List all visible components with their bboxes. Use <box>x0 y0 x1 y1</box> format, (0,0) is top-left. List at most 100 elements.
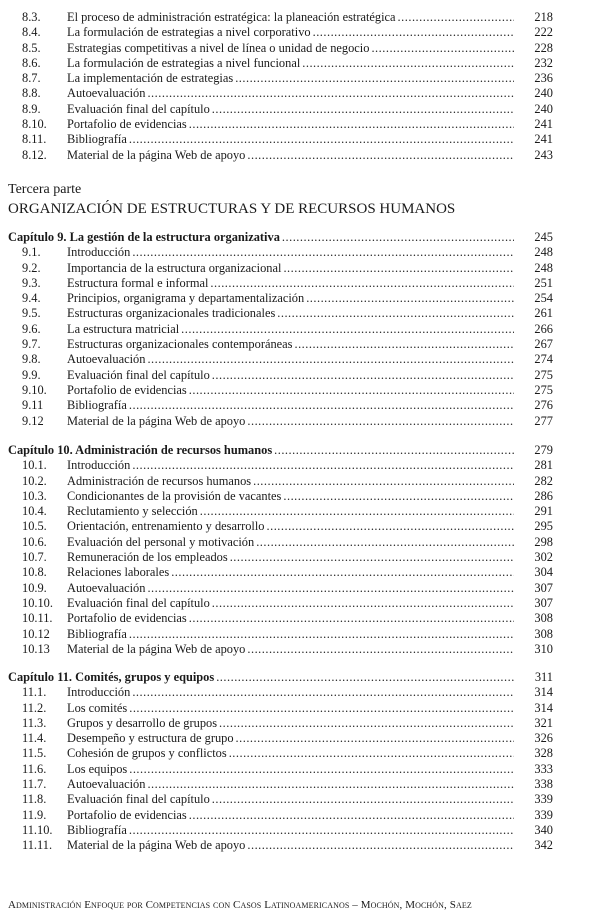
toc-entry[interactable]: 8.11. Bibliografía 241 <box>0 132 600 147</box>
toc-entry[interactable]: 8.7. La implementación de estrategias 236 <box>0 71 600 86</box>
section-title: Condicionantes de la provisión de vacant… <box>67 488 282 503</box>
toc-entry[interactable]: 8.4. La formulación de estrategias a nive… <box>0 25 600 40</box>
dot-leader <box>371 41 514 56</box>
section-title: Bibliografía <box>67 398 127 413</box>
section-title: Los comités <box>67 700 128 715</box>
toc-entry[interactable]: 10.1. Introducción 281 <box>0 458 600 473</box>
chapter-entry[interactable]: Capítulo 11. Comités, grupos y equipos 31… <box>0 670 600 685</box>
toc-entry[interactable]: 9.5. Estructuras organizacionales tradici… <box>0 306 600 321</box>
section-title: La formulación de estrategias a nivel co… <box>67 25 311 40</box>
section-number: 10.7. <box>22 550 47 565</box>
toc-entry[interactable]: 11.9. Portafolio de evidencias 339 <box>0 808 600 823</box>
toc-entry[interactable]: 9.11 Bibliografía 276 <box>0 398 600 413</box>
toc-entry[interactable]: 10.10. Evaluación final del capítulo 307 <box>0 596 600 611</box>
section-number: 11.8. <box>22 792 47 807</box>
toc-entry[interactable]: 8.5. Estrategias competitivas a nivel de … <box>0 41 600 56</box>
dot-leader <box>253 474 514 489</box>
toc-entry[interactable]: 10.9. Autoevaluación 307 <box>0 581 600 596</box>
page-number: 340 <box>534 822 553 837</box>
dot-leader <box>189 117 514 132</box>
toc-entry[interactable]: 9.3. Estructura formal e informal 251 <box>0 276 600 291</box>
toc-entry[interactable]: 10.11. Portafolio de evidencias 308 <box>0 611 600 626</box>
page-number: 275 <box>534 367 553 382</box>
toc-entry[interactable]: 10.4. Reclutamiento y selección 291 <box>0 504 600 519</box>
toc-entry[interactable]: 9.1. Introducción 248 <box>0 245 600 260</box>
toc-entry[interactable]: 9.7. Estructuras organizacionales contemp… <box>0 337 600 352</box>
dot-leader <box>147 86 514 101</box>
section-number: 9.6. <box>22 321 41 336</box>
section-number: 11.2. <box>22 700 47 715</box>
toc-entry[interactable]: 10.13 Material de la página Web de apoyo 3… <box>0 642 600 657</box>
toc-entry[interactable]: 11.4. Desempeño y estructura de grupo 326 <box>0 731 600 746</box>
chapter-entry[interactable]: Capítulo 9. La gestión de la estructura … <box>0 230 600 245</box>
dot-leader <box>129 132 514 147</box>
toc-entry[interactable]: 10.2. Administración de recursos humanos 2… <box>0 474 600 489</box>
toc-entry[interactable]: 11.3. Grupos y desarrollo de grupos 321 <box>0 716 600 731</box>
section-title: Autoevaluación <box>67 86 146 101</box>
section-number: 10.13 <box>22 641 50 656</box>
page-number: 267 <box>534 337 553 352</box>
toc-entry[interactable]: 10.8. Relaciones laborales 304 <box>0 565 600 580</box>
toc-entry[interactable]: 10.6. Evaluación del personal y motivació… <box>0 535 600 550</box>
toc-entry[interactable]: 10.3. Condicionantes de la provisión de v… <box>0 489 600 504</box>
section-number: 9.10. <box>22 382 47 397</box>
page-number: 310 <box>534 641 553 656</box>
toc-entry[interactable]: 11.11. Material de la página Web de apoyo… <box>0 838 600 853</box>
toc-entry[interactable]: 8.10. Portafolio de evidencias 241 <box>0 117 600 132</box>
toc-entry[interactable]: 9.6. La estructura matricial 266 <box>0 322 600 337</box>
page-number: 279 <box>534 443 553 457</box>
chapter-entry[interactable]: Capítulo 10. Administración de recursos … <box>0 443 600 458</box>
toc-entry[interactable]: 11.6. Los equipos 333 <box>0 762 600 777</box>
toc-entry[interactable]: 11.1. Introducción 314 <box>0 685 600 700</box>
dot-leader <box>129 627 514 642</box>
section-number: 10.6. <box>22 534 47 549</box>
toc-entry[interactable]: 11.10. Bibliografía 340 <box>0 823 600 838</box>
toc-entry[interactable]: 8.8. Autoevaluación 240 <box>0 86 600 101</box>
toc-entry[interactable]: 10.12 Bibliografía 308 <box>0 627 600 642</box>
page-number: 321 <box>534 715 553 730</box>
toc-entry[interactable]: 9.12 Material de la página Web de apoyo 27… <box>0 414 600 429</box>
toc-entry[interactable]: 11.5. Cohesión de grupos y conflictos 328 <box>0 746 600 761</box>
section-number: 8.5. <box>22 40 41 55</box>
section-number: 10.5. <box>22 519 47 534</box>
part-label: Tercera parte <box>8 182 82 197</box>
toc-entry[interactable]: 9.4. Principios, organigrama y departamen… <box>0 291 600 306</box>
toc-entry[interactable]: 10.5. Orientación, entrenamiento y desarr… <box>0 519 600 534</box>
section-number: 9.9. <box>22 367 41 382</box>
page-number: 236 <box>534 71 553 86</box>
dot-leader <box>256 535 514 550</box>
page-number: 328 <box>534 746 553 761</box>
section-number: 8.10. <box>22 117 47 132</box>
toc-entry[interactable]: 10.7. Remuneración de los empleados 302 <box>0 550 600 565</box>
section-number: 9.2. <box>22 260 41 275</box>
section-title: Relaciones laborales <box>67 565 170 580</box>
toc-entry[interactable]: 8.6. La formulación de estrategias a nive… <box>0 56 600 71</box>
section-title: Reclutamiento y selección <box>67 504 198 519</box>
toc-entry[interactable]: 11.8. Evaluación final del capítulo 339 <box>0 792 600 807</box>
section-number: 9.4. <box>22 291 41 306</box>
toc-entry[interactable]: 9.9. Evaluación final del capítulo 275 <box>0 368 600 383</box>
toc-entry[interactable]: 8.9. Evaluación final del capítulo 240 <box>0 102 600 117</box>
dot-leader <box>210 276 514 291</box>
toc-entry[interactable]: 9.10. Portafolio de evidencias 275 <box>0 383 600 398</box>
section-number: 11.9. <box>22 807 47 822</box>
dot-leader <box>230 550 514 565</box>
section-title: Cohesión de grupos y conflictos <box>67 746 227 761</box>
section-title: Portafolio de evidencias <box>67 807 187 822</box>
section-title: Portafolio de evidencias <box>67 611 187 626</box>
section-number: 11.6. <box>22 761 47 776</box>
dot-leader <box>129 398 514 413</box>
section-number: 10.1. <box>22 458 47 473</box>
toc-entry[interactable]: 11.7. Autoevaluación 338 <box>0 777 600 792</box>
page-number: 291 <box>534 504 553 519</box>
toc-entry[interactable]: 8.3. El proceso de administración estraté… <box>0 10 600 25</box>
section-title: Evaluación del personal y motivación <box>67 534 255 549</box>
dot-leader <box>189 383 514 398</box>
toc-entry[interactable]: 8.12. Material de la página Web de apoyo 2… <box>0 148 600 163</box>
section-title: La formulación de estrategias a nivel fu… <box>67 55 301 70</box>
page-number: 338 <box>534 777 553 792</box>
toc-entry[interactable]: 9.8. Autoevaluación 274 <box>0 352 600 367</box>
toc-entry[interactable]: 9.2. Importancia de la estructura organiz… <box>0 261 600 276</box>
dot-leader <box>129 823 514 838</box>
toc-entry[interactable]: 11.2. Los comités 314 <box>0 701 600 716</box>
